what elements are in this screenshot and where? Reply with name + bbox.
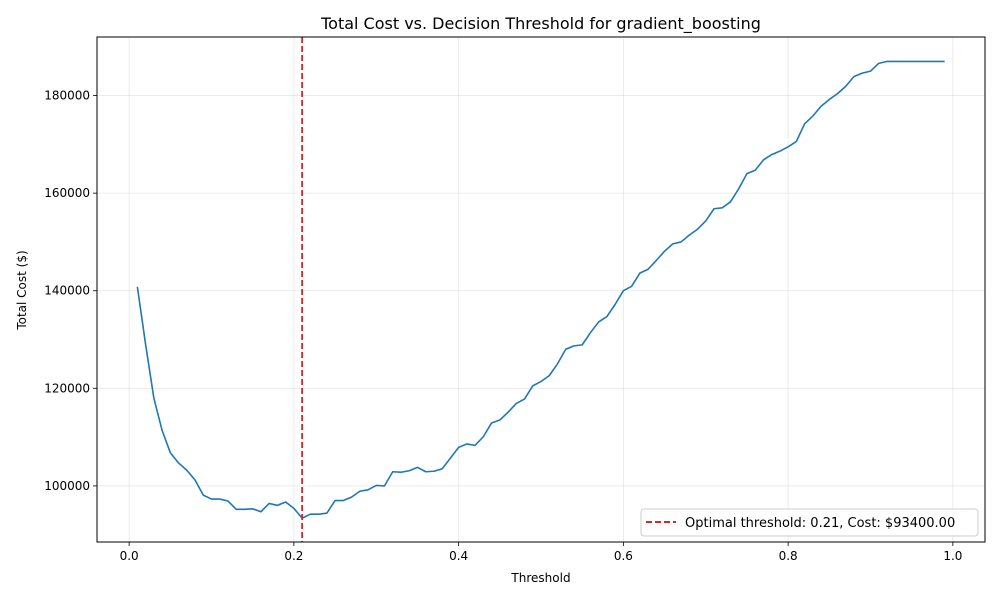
legend: Optimal threshold: 0.21, Cost: $93400.00 xyxy=(640,508,979,537)
x-axis-title: Threshold xyxy=(510,571,570,585)
axis-ticks: 0.0 0.2 0.4 0.6 0.8 1.0 100000 120000 140000 1600… xyxy=(44,89,962,563)
chart-title: Total Cost vs. Decision Threshold for gr… xyxy=(320,14,761,34)
x-tick-label: 0.0 xyxy=(120,549,139,563)
y-axis-title: Total Cost ($) xyxy=(15,250,29,330)
legend-label-optimal: Optimal threshold: 0.21, Cost: $93400.00 xyxy=(685,516,955,531)
x-tick-label: 0.6 xyxy=(614,549,633,563)
y-tick-label: 180000 xyxy=(44,89,90,103)
x-tick-label: 0.2 xyxy=(284,549,303,563)
y-tick-label: 140000 xyxy=(44,284,90,298)
y-tick-label: 160000 xyxy=(44,186,90,200)
series-line xyxy=(136,60,945,519)
plot-area xyxy=(96,36,986,543)
legend-box xyxy=(640,508,979,537)
y-tick-label: 100000 xyxy=(44,479,90,493)
y-tick-label: 120000 xyxy=(44,381,90,395)
x-tick-label: 1.0 xyxy=(943,549,962,563)
grid xyxy=(97,37,985,542)
x-tick-label: 0.8 xyxy=(779,549,798,563)
x-tick-label: 0.4 xyxy=(449,549,468,563)
series-layer xyxy=(136,60,945,519)
